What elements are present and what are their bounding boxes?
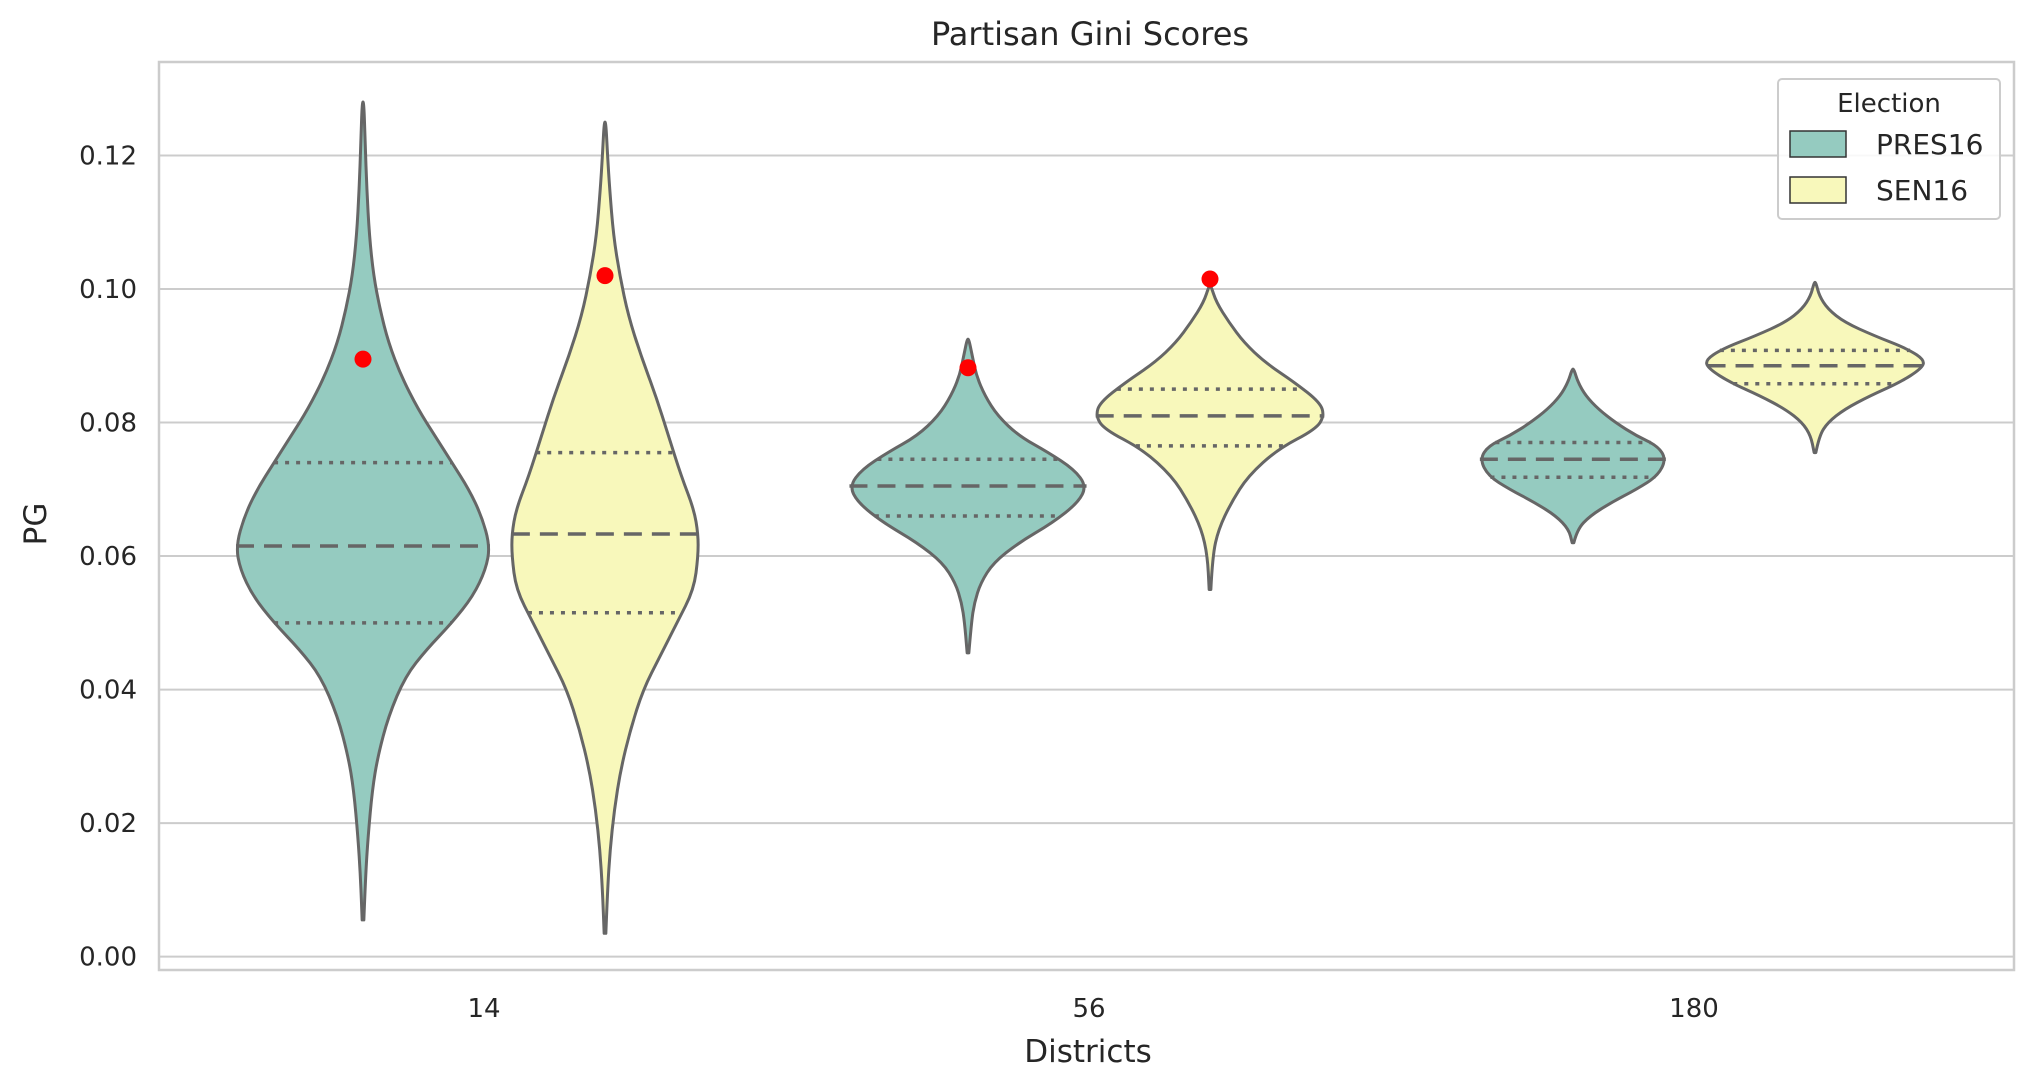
- plot-frame: [157, 60, 2016, 972]
- legend: Election PRES16 SEN16: [1777, 78, 2001, 220]
- legend-label-sen16: SEN16: [1876, 174, 1968, 207]
- violin-pres16-14: [235, 100, 491, 922]
- violin-pres16-56: [850, 337, 1086, 655]
- violin-pres16-180: [1480, 367, 1666, 545]
- x-tick-labels: 14 56 180: [467, 994, 1718, 1024]
- observed-point: [1201, 270, 1219, 288]
- y-tick-label: 0.06: [79, 542, 137, 572]
- observed-point: [959, 359, 977, 377]
- observed-point: [596, 267, 614, 285]
- y-tick-label: 0.02: [79, 809, 137, 839]
- y-tick-label: 0.04: [79, 676, 137, 706]
- chart-title: Partisan Gini Scores: [931, 15, 1249, 53]
- legend-title: Election: [1837, 89, 1941, 119]
- x-axis-label: Districts: [1024, 1034, 1152, 1070]
- y-tick-label: 0.10: [79, 275, 137, 305]
- legend-swatch-pres16: [1789, 130, 1847, 158]
- observed-markers: [354, 267, 1219, 377]
- y-tick-labels: 0.00 0.02 0.04 0.06 0.08 0.10 0.12: [79, 141, 137, 972]
- violins: [235, 100, 1925, 935]
- y-axis-label: PG: [18, 503, 54, 546]
- y-tick-label: 0.00: [79, 943, 137, 973]
- x-tick-label: 56: [1072, 994, 1105, 1024]
- violin-sen16-180: [1705, 280, 1925, 455]
- y-tick-label: 0.12: [79, 141, 137, 171]
- violin-sen16-14: [510, 120, 700, 935]
- observed-point: [354, 350, 372, 368]
- y-tick-label: 0.08: [79, 409, 137, 439]
- legend-label-pres16: PRES16: [1876, 128, 1983, 161]
- legend-swatch-sen16: [1789, 176, 1847, 204]
- x-tick-label: 180: [1669, 994, 1719, 1024]
- x-tick-label: 14: [467, 994, 500, 1024]
